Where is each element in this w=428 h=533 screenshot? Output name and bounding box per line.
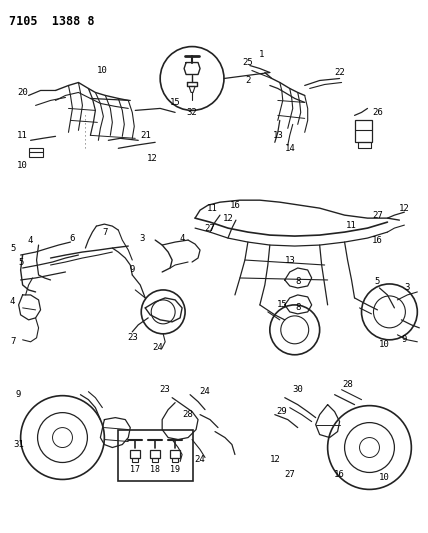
Text: 25: 25 xyxy=(243,58,253,67)
Text: 9: 9 xyxy=(16,390,21,399)
Text: 12: 12 xyxy=(399,204,410,213)
Text: 16: 16 xyxy=(334,470,345,479)
Text: 16: 16 xyxy=(372,236,383,245)
Text: 32: 32 xyxy=(187,108,197,117)
Bar xyxy=(354,120,372,142)
Text: 24: 24 xyxy=(199,387,211,396)
Text: 29: 29 xyxy=(276,407,287,416)
Text: 27: 27 xyxy=(284,470,295,479)
Text: 30: 30 xyxy=(292,385,303,394)
Text: 11: 11 xyxy=(207,204,217,213)
Bar xyxy=(150,449,160,457)
Text: 6: 6 xyxy=(70,233,75,243)
Text: 4: 4 xyxy=(28,236,33,245)
Text: 10: 10 xyxy=(17,161,28,170)
Text: 16: 16 xyxy=(229,200,240,209)
Text: 12: 12 xyxy=(223,214,233,223)
Text: 31: 31 xyxy=(13,440,24,449)
Text: 9: 9 xyxy=(130,265,135,274)
Text: 24: 24 xyxy=(195,455,205,464)
Text: 24: 24 xyxy=(153,343,163,352)
Bar xyxy=(152,457,158,463)
Bar xyxy=(132,457,138,463)
Text: 23: 23 xyxy=(127,333,138,342)
Circle shape xyxy=(160,46,224,110)
Text: 4: 4 xyxy=(10,297,15,306)
Text: 2: 2 xyxy=(245,76,250,85)
Bar xyxy=(170,449,180,457)
Text: 23: 23 xyxy=(160,385,170,394)
Text: 3: 3 xyxy=(140,233,145,243)
Text: 7105  1388 8: 7105 1388 8 xyxy=(9,15,94,28)
Text: 5: 5 xyxy=(10,244,15,253)
Text: 27: 27 xyxy=(205,224,215,232)
Text: 28: 28 xyxy=(183,410,193,419)
Text: 26: 26 xyxy=(372,108,383,117)
Text: 8: 8 xyxy=(295,278,300,286)
Text: 12: 12 xyxy=(147,154,158,163)
Bar xyxy=(130,449,140,457)
Text: 28: 28 xyxy=(342,380,353,389)
Text: 12: 12 xyxy=(270,455,280,464)
Text: 13: 13 xyxy=(272,131,283,140)
Text: 5: 5 xyxy=(18,257,23,266)
Text: 18: 18 xyxy=(150,465,160,474)
Text: 13: 13 xyxy=(284,255,295,264)
Text: 5: 5 xyxy=(375,278,380,286)
Text: 3: 3 xyxy=(405,284,410,293)
Text: 10: 10 xyxy=(97,66,108,75)
Text: 7: 7 xyxy=(10,337,15,346)
Text: 17: 17 xyxy=(130,465,140,474)
Text: 7: 7 xyxy=(103,228,108,237)
Text: 22: 22 xyxy=(334,68,345,77)
Text: 15: 15 xyxy=(170,98,181,107)
Text: 10: 10 xyxy=(379,340,390,349)
Text: 10: 10 xyxy=(379,473,390,482)
Text: 21: 21 xyxy=(140,131,151,140)
Text: 14: 14 xyxy=(284,144,295,153)
Text: 8: 8 xyxy=(295,303,300,312)
Text: 19: 19 xyxy=(170,465,180,474)
Bar xyxy=(118,430,193,481)
Bar xyxy=(29,148,42,157)
Text: 15: 15 xyxy=(276,301,287,309)
Text: 11: 11 xyxy=(346,221,357,230)
Text: 20: 20 xyxy=(17,88,28,97)
Text: 1: 1 xyxy=(259,50,265,59)
Text: 9: 9 xyxy=(402,335,407,344)
Text: 27: 27 xyxy=(372,211,383,220)
Text: 11: 11 xyxy=(17,131,28,140)
Text: 4: 4 xyxy=(179,233,185,243)
Bar xyxy=(172,457,178,463)
